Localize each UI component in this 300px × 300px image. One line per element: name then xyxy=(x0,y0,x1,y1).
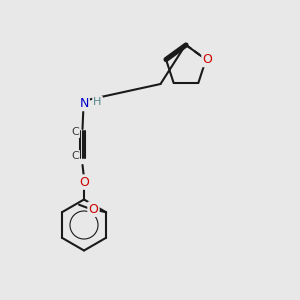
Text: C: C xyxy=(71,151,79,161)
Text: O: O xyxy=(79,176,89,189)
Text: O: O xyxy=(88,203,98,216)
Text: O: O xyxy=(202,53,212,66)
Text: N: N xyxy=(79,97,89,110)
Text: H: H xyxy=(93,97,102,107)
Text: C: C xyxy=(71,127,79,137)
